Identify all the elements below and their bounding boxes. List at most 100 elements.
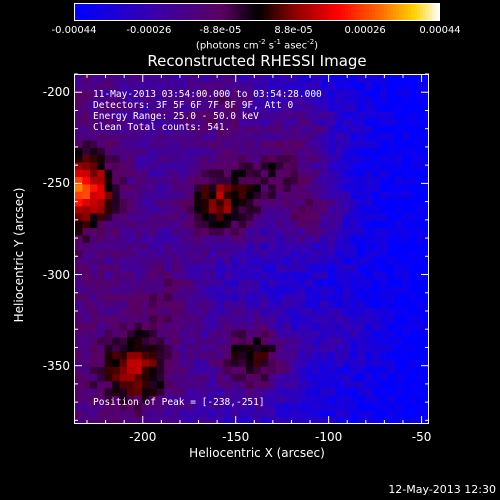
heatmap-cell	[327, 96, 336, 105]
heatmap-cell	[171, 199, 180, 207]
heatmap-cell	[268, 228, 277, 236]
heatmap-cell	[320, 359, 329, 368]
heatmap-cell	[372, 410, 381, 419]
heatmap-cell	[312, 147, 321, 156]
heatmap-cell	[312, 140, 321, 149]
heatmap-cell	[127, 242, 135, 251]
heatmap-cell	[238, 89, 247, 98]
heatmap-cell	[342, 235, 351, 244]
heatmap-cell	[424, 235, 428, 244]
heatmap-cell	[112, 381, 121, 390]
heatmap-cell	[409, 264, 418, 273]
heatmap-cell	[201, 104, 210, 112]
heatmap-cell	[246, 82, 254, 91]
heatmap-cell	[89, 213, 98, 222]
heatmap-cell	[283, 417, 292, 423]
heatmap-cell	[112, 293, 121, 302]
heatmap-cell	[298, 82, 306, 91]
heatmap-cell	[283, 228, 292, 236]
colorbar-segment	[108, 4, 112, 20]
heatmap-cell	[298, 359, 306, 368]
heatmap-cell	[268, 220, 277, 229]
heatmap-cell	[417, 199, 425, 207]
heatmap-cell	[82, 257, 91, 266]
heatmap-cell	[290, 322, 299, 331]
heatmap-cell	[342, 118, 351, 127]
heatmap-cell	[268, 126, 277, 134]
heatmap-cell	[171, 366, 180, 375]
heatmap-cell	[186, 322, 195, 331]
heatmap-cell	[112, 162, 121, 171]
heatmap-cell	[238, 374, 247, 382]
heatmap-cell	[260, 96, 269, 105]
heatmap-cell	[97, 75, 106, 83]
heatmap-cell	[246, 228, 254, 236]
heatmap-cell	[335, 184, 344, 193]
heatmap-cell	[275, 293, 284, 302]
heatmap-cell	[372, 118, 381, 127]
heatmap-cell	[275, 184, 284, 193]
heatmap-cell	[327, 352, 336, 360]
heatmap-cell	[253, 374, 262, 382]
heatmap-cell	[194, 403, 202, 411]
heatmap-cell	[201, 162, 210, 171]
heatmap-cell	[424, 322, 428, 331]
heatmap-cell	[409, 147, 418, 156]
heatmap-cell	[283, 271, 292, 280]
heatmap-cell	[238, 279, 247, 287]
heatmap-cell	[171, 352, 180, 360]
heatmap-cell	[409, 177, 418, 185]
heatmap-cell	[216, 126, 225, 134]
heatmap-cell	[194, 374, 202, 382]
heatmap-cell	[253, 279, 262, 287]
heatmap-cell	[216, 206, 225, 215]
heatmap-cell	[149, 235, 158, 244]
colorbar-segment	[423, 4, 427, 20]
colorbar-segment	[99, 4, 103, 20]
heatmap-cell	[75, 104, 83, 112]
heatmap-cell	[208, 89, 217, 98]
heatmap-cell	[223, 242, 232, 251]
heatmap-cell	[350, 308, 358, 317]
heatmap-cell	[216, 374, 225, 382]
heatmap-cell	[417, 96, 425, 105]
heatmap-cell	[97, 199, 106, 207]
heatmap-cell	[320, 250, 329, 258]
heatmap-cell	[298, 403, 306, 411]
heatmap-cell	[97, 359, 106, 368]
heatmap-cell	[312, 250, 321, 258]
heatmap-cell	[89, 352, 98, 360]
colorbar-segment	[333, 4, 337, 20]
heatmap-cell	[387, 395, 396, 404]
heatmap-cell	[75, 140, 83, 149]
heatmap-cell	[216, 75, 225, 83]
heatmap-cell	[335, 330, 344, 338]
heatmap-cell	[104, 374, 113, 382]
heatmap-cell	[379, 155, 388, 163]
heatmap-cell	[119, 293, 128, 302]
heatmap-cell	[231, 250, 239, 258]
heatmap-cell	[342, 177, 351, 185]
heatmap-cell	[186, 250, 195, 258]
colorbar-segment	[366, 4, 370, 20]
heatmap-cell	[350, 359, 358, 368]
heatmap-cell	[246, 177, 254, 185]
heatmap-cell	[387, 96, 396, 105]
heatmap-cell	[179, 133, 187, 142]
heatmap-cell	[357, 228, 366, 236]
heatmap-cell	[141, 308, 150, 317]
heatmap-cell	[402, 271, 410, 280]
heatmap-cell	[379, 301, 388, 309]
heatmap-cell	[409, 242, 418, 251]
heatmap-cell	[275, 359, 284, 368]
heatmap-cell	[104, 206, 113, 215]
heatmap-cell	[208, 403, 217, 411]
heatmap-cell	[186, 206, 195, 215]
heatmap-cell	[127, 293, 135, 302]
heatmap-cell	[335, 250, 344, 258]
heatmap-cell	[97, 381, 106, 390]
heatmap-cell	[75, 417, 83, 423]
heatmap-cell	[238, 337, 247, 346]
heatmap-cell	[223, 344, 232, 353]
heatmap-cell	[298, 293, 306, 302]
